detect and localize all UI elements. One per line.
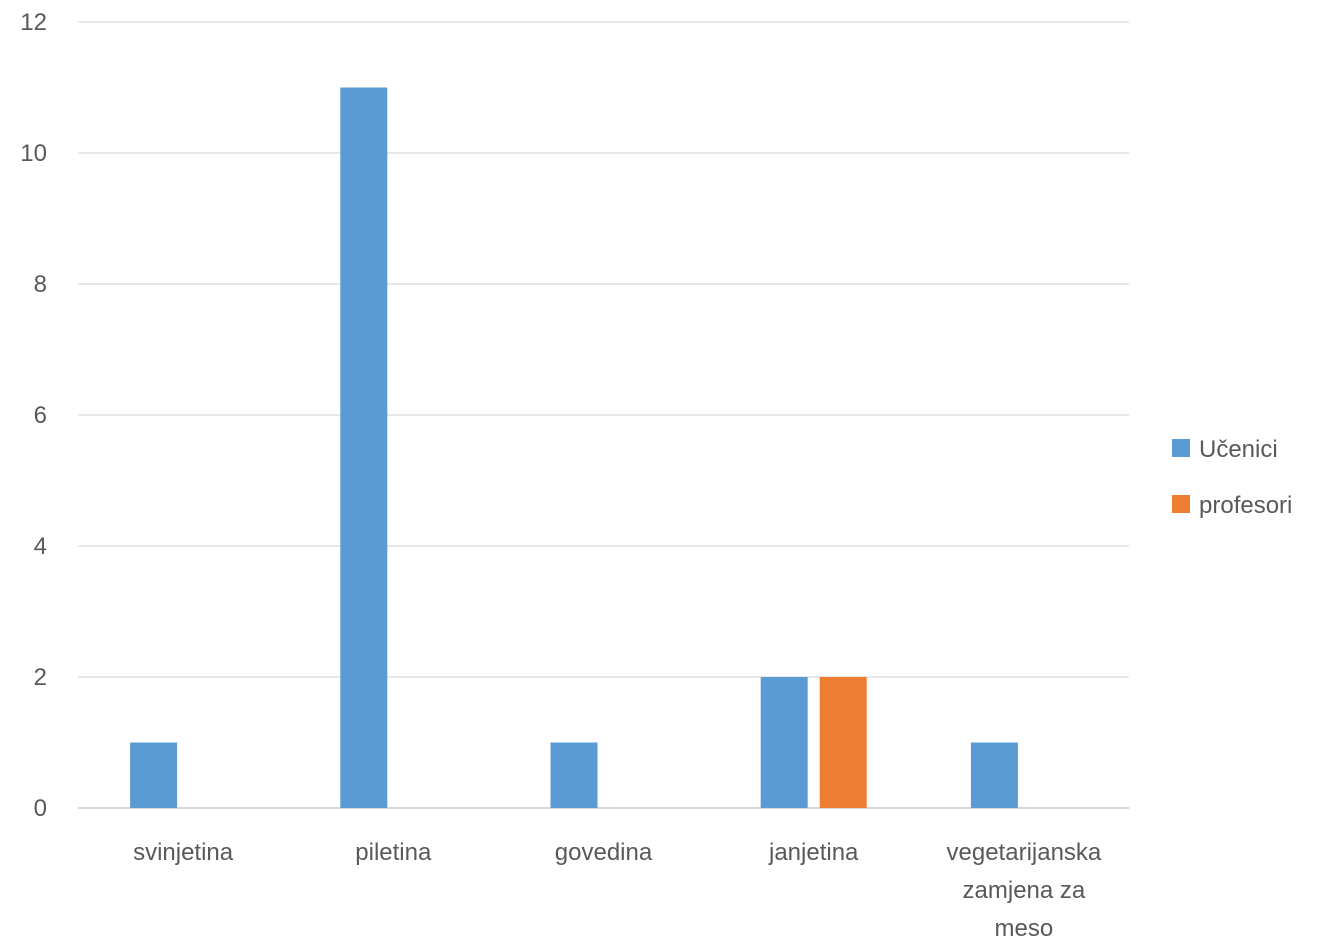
bar [760,677,808,808]
x-category-label: vegetarijanska zamjena za meso [947,839,1102,940]
bar [130,742,178,808]
y-tick-label: 10 [20,140,47,167]
x-category-label: janjetina [768,839,859,866]
x-category-label: govedina [555,839,653,866]
legend-label: profesori [1199,492,1292,519]
y-axis-ticks: 0 2 4 6 8 10 12 [20,9,47,822]
y-tick-label: 0 [34,795,47,822]
gridlines [78,21,1129,809]
bars [130,87,1018,808]
legend-swatch [1172,495,1190,513]
y-tick-label: 8 [34,271,47,298]
y-tick-label: 12 [20,9,47,36]
y-tick-label: 4 [34,533,47,560]
bar [550,742,598,808]
x-category-label: piletina [355,839,432,866]
legend-label: Učenici [1199,436,1278,463]
legend: Učenici profesori [1172,436,1292,519]
bar [819,677,867,808]
x-axis-labels: svinjetina piletina govedina janjetina veget… [133,839,1102,940]
y-tick-label: 6 [34,402,47,429]
y-tick-label: 2 [34,664,47,691]
bar [970,742,1018,808]
x-category-label: svinjetina [133,839,234,866]
legend-swatch [1172,439,1190,457]
bar [340,87,388,808]
